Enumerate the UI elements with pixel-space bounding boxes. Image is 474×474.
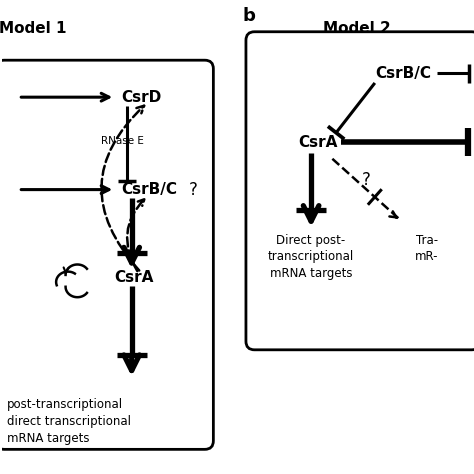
Text: b: b <box>243 7 255 25</box>
Text: post-transcriptional
direct transcriptional
mRNA targets: post-transcriptional direct transcriptio… <box>7 398 130 445</box>
Text: RNase E: RNase E <box>101 136 144 146</box>
Text: CsrB/C: CsrB/C <box>121 182 177 197</box>
Text: CsrA: CsrA <box>114 270 154 285</box>
Text: ?: ? <box>188 181 197 199</box>
Text: ?: ? <box>362 171 371 189</box>
FancyBboxPatch shape <box>246 32 474 350</box>
Text: CsrB/C: CsrB/C <box>375 66 431 81</box>
FancyBboxPatch shape <box>0 60 213 449</box>
Text: CsrA: CsrA <box>299 135 338 150</box>
Text: Tra-
mR-: Tra- mR- <box>415 234 438 263</box>
Text: Model 1: Model 1 <box>0 21 67 36</box>
Text: CsrD: CsrD <box>121 90 162 105</box>
Text: Model 2: Model 2 <box>323 21 391 36</box>
Text: Direct post-
transcriptional
mRNA targets: Direct post- transcriptional mRNA target… <box>268 234 354 280</box>
